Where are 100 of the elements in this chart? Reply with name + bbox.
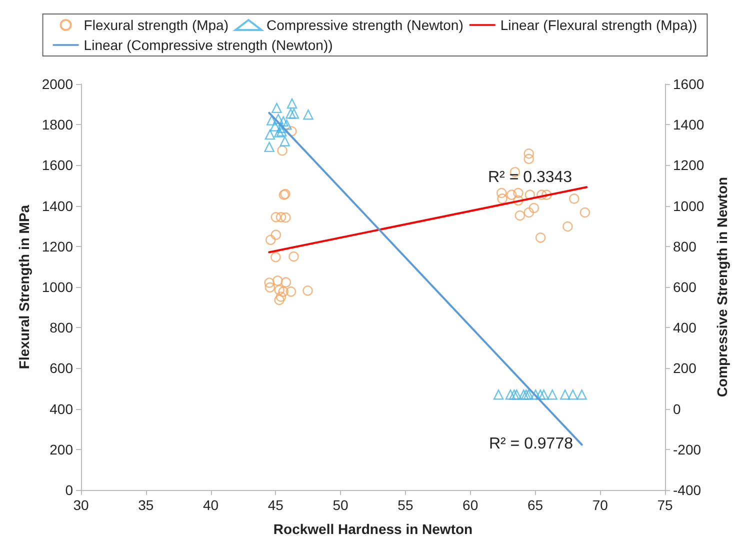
- y-tick-label: 1400: [42, 198, 74, 214]
- point: [518, 389, 529, 400]
- point: [524, 148, 534, 159]
- point: [264, 282, 276, 293]
- x-tick-label: 75: [657, 497, 673, 513]
- point: [493, 389, 504, 400]
- point: [524, 154, 534, 164]
- y2-tick-label: 400: [673, 320, 697, 336]
- point: [303, 110, 314, 120]
- point: [302, 286, 313, 296]
- y-tick-label: 0: [65, 482, 74, 498]
- point: [286, 126, 297, 136]
- point: [521, 389, 532, 400]
- point: [513, 188, 524, 198]
- point: [530, 389, 541, 400]
- point: [286, 98, 298, 109]
- y2-tick-label: 1200: [673, 157, 704, 174]
- point: [514, 210, 526, 221]
- x-tick-label: 45: [268, 497, 284, 513]
- point: [528, 202, 540, 214]
- y-tick-label: 1200: [42, 238, 74, 254]
- point: [278, 116, 288, 126]
- legend-label: Linear (Compressive strength (Newton)): [84, 37, 333, 53]
- point: [264, 278, 274, 288]
- point: [266, 115, 277, 126]
- point: [280, 212, 291, 223]
- y-tick-label: 2000: [42, 76, 74, 92]
- point: [270, 230, 282, 240]
- point: [272, 102, 282, 114]
- point: [286, 108, 296, 119]
- y2-tick-label: 800: [673, 238, 697, 254]
- point: [506, 190, 517, 200]
- point: [535, 232, 546, 243]
- x-tick-label: 65: [527, 497, 544, 513]
- point: [274, 284, 284, 296]
- point: [277, 145, 288, 156]
- y-tick-label: 1600: [42, 157, 74, 174]
- point: [547, 389, 558, 400]
- y-tick-label: 600: [50, 360, 74, 376]
- point: [568, 389, 578, 400]
- point: [524, 207, 534, 218]
- point: [280, 136, 290, 146]
- point: [276, 126, 287, 136]
- point: [513, 195, 524, 206]
- y-tick-label: 200: [50, 441, 74, 458]
- y-tick-label: 400: [50, 400, 74, 417]
- point: [276, 212, 286, 222]
- point: [562, 221, 573, 232]
- point: [278, 286, 288, 297]
- point: [523, 389, 534, 400]
- point: [505, 389, 516, 400]
- y-tick-label: 1000: [42, 279, 74, 295]
- point: [569, 194, 580, 204]
- point: [538, 389, 549, 400]
- y2-axis-title: Compressive Strength in Newton: [714, 176, 730, 398]
- x-tick-label: 40: [202, 497, 219, 513]
- y2-tick-label: 200: [673, 360, 697, 376]
- point: [580, 207, 590, 218]
- y2-tick-label: -200: [673, 441, 702, 458]
- point: [288, 251, 299, 262]
- point: [524, 190, 535, 200]
- point: [264, 129, 276, 140]
- point: [497, 194, 508, 204]
- y2-tick-label: 1400: [673, 116, 704, 133]
- point: [542, 190, 552, 200]
- point: [270, 252, 281, 262]
- point: [496, 188, 507, 198]
- point: [270, 212, 282, 222]
- y2-tick-label: 1600: [673, 76, 704, 92]
- point: [276, 292, 286, 302]
- x-axis-title: Rockwell Hardness in Newton: [273, 521, 473, 537]
- point: [536, 190, 547, 200]
- legend-label: Linear (Flexural strength (Mpa)): [500, 17, 698, 33]
- point: [560, 389, 570, 400]
- point: [535, 389, 546, 400]
- point: [274, 127, 284, 138]
- x-tick-label: 35: [138, 497, 154, 513]
- annotation: R² = 0.9778: [488, 436, 574, 452]
- x-tick-label: 30: [73, 497, 89, 513]
- point: [280, 277, 292, 288]
- point: [270, 121, 280, 132]
- point: [509, 389, 520, 400]
- x-tick-label: 70: [592, 497, 608, 513]
- point: [273, 114, 284, 124]
- y-axis-title: Flexural Strength in MPa: [16, 204, 32, 370]
- point: [276, 122, 287, 133]
- y2-tick-label: -400: [673, 482, 702, 498]
- x-tick-label: 55: [398, 497, 414, 513]
- point: [288, 108, 300, 119]
- point: [512, 389, 522, 400]
- y2-tick-label: 1000: [673, 198, 704, 214]
- x-tick-label: 60: [462, 497, 478, 513]
- point: [272, 276, 283, 286]
- point: [264, 142, 274, 152]
- y2-tick-label: 600: [673, 279, 697, 295]
- point: [576, 389, 587, 400]
- y-tick-label: 1800: [42, 116, 74, 133]
- point: [286, 286, 296, 297]
- legend-label: Compressive strength (Newton): [266, 17, 464, 33]
- point: [274, 294, 284, 306]
